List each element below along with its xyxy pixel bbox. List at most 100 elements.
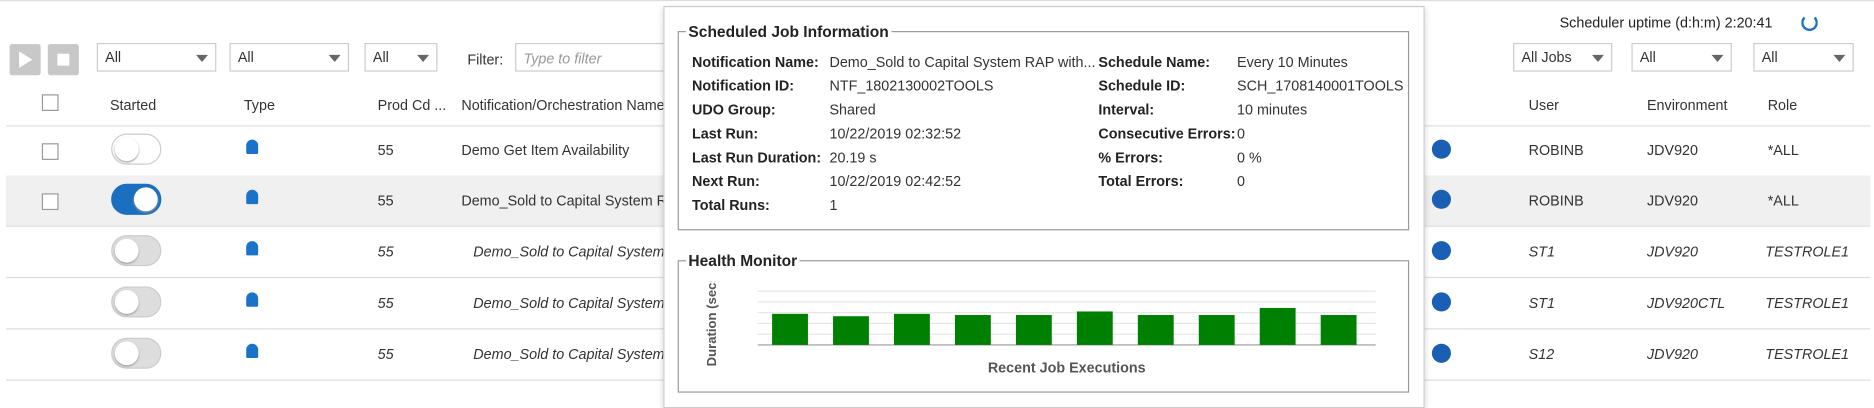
info-icon[interactable] (1431, 241, 1451, 261)
column-header: Environment (1646, 96, 1728, 114)
dropdown-value: All Jobs (1521, 48, 1572, 66)
bar (954, 315, 991, 345)
column-header: Started (109, 96, 157, 114)
row-checkbox[interactable] (41, 193, 59, 211)
field-value: 0 % (1237, 149, 1262, 166)
started-toggle (111, 286, 162, 318)
column-header: Notification/Orchestration Name (461, 96, 665, 114)
role: TESTROLE1 (1765, 243, 1850, 261)
row-checkbox[interactable] (41, 143, 59, 160)
prod-code: 55 (377, 192, 394, 209)
field-value: 0 (1237, 125, 1246, 143)
bar (772, 313, 808, 345)
toggle-knob (133, 187, 158, 212)
field-value: 0 (1237, 173, 1246, 190)
name: Demo_Sold to Capital System RA (461, 192, 677, 209)
bar (1198, 315, 1235, 345)
dropdown[interactable]: All (229, 42, 349, 72)
field-label: Schedule Name: (1098, 53, 1210, 71)
dropdown-arrow (417, 54, 430, 63)
prod-code: 55 (377, 294, 394, 312)
dropdown[interactable]: All (1753, 42, 1854, 72)
dropdown[interactable]: All (1631, 42, 1732, 72)
refresh-icon[interactable] (1801, 14, 1818, 32)
bar (833, 316, 869, 345)
role: TESTROLE1 (1765, 346, 1850, 363)
info-icon[interactable] (1431, 189, 1451, 209)
info-icon[interactable] (1431, 343, 1451, 363)
info-icon[interactable] (1431, 139, 1451, 159)
bar (1076, 311, 1113, 345)
started-toggle (111, 337, 162, 369)
field-label: % Errors: (1098, 149, 1163, 166)
section-title: Health Monitor (688, 251, 798, 270)
bar (1259, 307, 1296, 345)
bar (1320, 315, 1357, 345)
toggle-knob (114, 238, 139, 263)
column-header: User (1528, 96, 1559, 114)
environment: JDV920CTL (1646, 294, 1726, 312)
field-label: Last Run: (692, 125, 759, 143)
uptime: Scheduler uptime (d:h:m) 2:20:41 (1559, 14, 1773, 32)
role: TESTROLE1 (1765, 294, 1850, 312)
field-value: 10/22/2019 02:42:52 (829, 173, 962, 190)
field-value: Demo_Sold to Capital System RAP with... (829, 53, 1096, 71)
toggle-knob (114, 290, 139, 314)
field-value: 20.19 s (829, 149, 877, 166)
y-axis-label: Duration (secs) (704, 282, 719, 367)
bar (1137, 315, 1174, 345)
filter-input[interactable]: Type to filter (515, 42, 683, 72)
section: Health Monitor (677, 251, 1410, 393)
user: ROBINB (1528, 142, 1584, 159)
field-label: Total Errors: (1098, 173, 1184, 190)
field-value: Every 10 Minutes (1237, 53, 1348, 71)
bar (894, 313, 930, 345)
header-checkbox[interactable] (41, 94, 59, 111)
prod-code: 55 (377, 243, 394, 261)
started-toggle[interactable] (111, 133, 162, 165)
user: ROBINB (1528, 192, 1584, 209)
column-header: Type (243, 96, 275, 114)
bar (1015, 315, 1052, 345)
stop-icon (57, 53, 70, 66)
dropdown[interactable]: All (96, 42, 217, 72)
field-label: UDO Group: (692, 101, 776, 119)
toggle-knob (114, 137, 139, 162)
column-header: Role (1767, 96, 1798, 114)
field-label: Schedule ID: (1098, 77, 1186, 95)
dropdown-arrow (1833, 54, 1846, 63)
section: Scheduled Job Information (677, 22, 1410, 231)
field-label: Total Runs: (692, 196, 770, 214)
dropdown-value: All (372, 48, 389, 66)
dropdown-arrow (1592, 54, 1604, 63)
field-label: Notification Name: (692, 53, 819, 71)
role: *ALL (1767, 192, 1799, 209)
column-header: Prod Cd ... (377, 96, 447, 114)
toggle-knob (114, 341, 139, 366)
info-icon[interactable] (1431, 292, 1451, 312)
dropdown-arrow (1711, 54, 1724, 63)
field-label: Consecutive Errors: (1098, 125, 1236, 143)
started-toggle[interactable] (111, 183, 162, 215)
type-icon (246, 189, 259, 205)
name: Demo_Sold to Capital System R (473, 294, 679, 312)
field-label: Next Run: (692, 173, 760, 190)
type-icon (246, 292, 259, 307)
field-label: Notification ID: (692, 77, 795, 95)
user: ST1 (1528, 243, 1555, 261)
dropdown[interactable]: All (364, 42, 438, 72)
field-value: 10 minutes (1237, 101, 1308, 119)
field-label: Last Run Duration: (692, 149, 822, 166)
filter-label: Filter: (467, 51, 504, 69)
user: S12 (1528, 346, 1555, 363)
x-axis-label: Recent Job Executions (988, 360, 1146, 376)
field-label: Interval: (1098, 101, 1155, 119)
dropdown[interactable]: All Jobs (1513, 42, 1613, 72)
name: Demo Get Item Availability (461, 142, 630, 159)
dropdown-arrow (196, 54, 208, 63)
dropdown-value: All (237, 48, 254, 66)
name: Demo_Sold to Capital System R (473, 346, 679, 363)
environment: JDV920 (1646, 192, 1699, 209)
